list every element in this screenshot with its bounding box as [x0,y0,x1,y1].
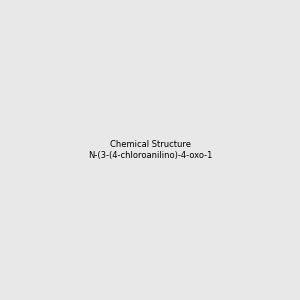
Text: Chemical Structure
N-(3-(4-chloroanilino)-4-oxo-1: Chemical Structure N-(3-(4-chloroanilino… [88,140,212,160]
